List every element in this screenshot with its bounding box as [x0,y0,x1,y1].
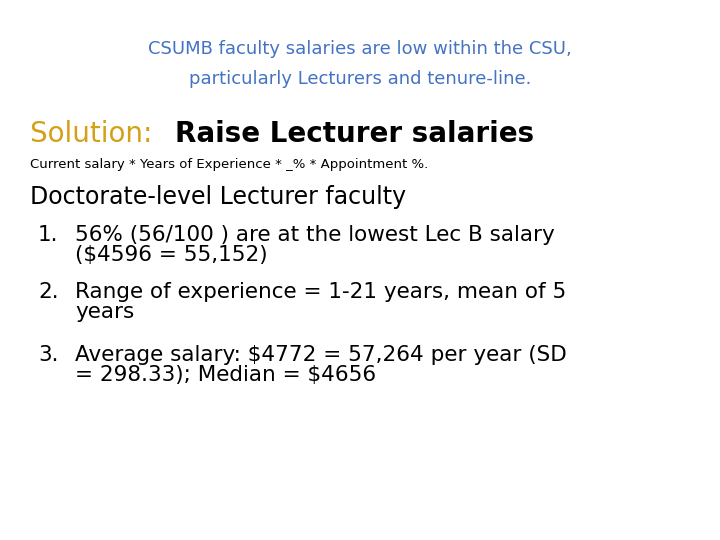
Text: ($4596 = 55,152): ($4596 = 55,152) [75,245,268,265]
Text: = 298.33); Median = $4656: = 298.33); Median = $4656 [75,365,376,385]
Text: Raise Lecturer salaries: Raise Lecturer salaries [175,120,534,148]
Text: Current salary * Years of Experience * _% * Appointment %.: Current salary * Years of Experience * _… [30,158,428,171]
Text: particularly Lecturers and tenure-line.: particularly Lecturers and tenure-line. [189,70,531,88]
Text: years: years [75,302,134,322]
Text: 2.: 2. [38,282,58,302]
Text: Doctorate-level Lecturer faculty: Doctorate-level Lecturer faculty [30,185,406,209]
Text: 1.: 1. [38,225,58,245]
Text: CSUMB faculty salaries are low within the CSU,: CSUMB faculty salaries are low within th… [148,40,572,58]
Text: Average salary: $4772 = 57,264 per year (SD: Average salary: $4772 = 57,264 per year … [75,345,567,365]
Text: Range of experience = 1-21 years, mean of 5: Range of experience = 1-21 years, mean o… [75,282,566,302]
Text: 56% (56/100 ) are at the lowest Lec B salary: 56% (56/100 ) are at the lowest Lec B sa… [75,225,554,245]
Text: Solution:: Solution: [30,120,170,148]
Text: 3.: 3. [38,345,58,365]
